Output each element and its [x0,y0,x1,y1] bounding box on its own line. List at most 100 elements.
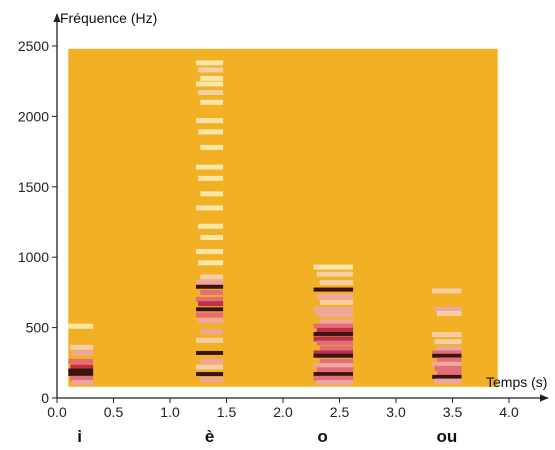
spectrogram-band [434,339,462,345]
spectrogram-bands [68,60,462,386]
spectrogram-band [319,319,354,325]
spectrogram-band [198,89,224,95]
spectrogram-band [198,175,224,181]
spectrogram-band [195,372,224,377]
spectrogram-band [198,301,224,307]
spectrogram-band [200,144,224,150]
spectrogram-band [195,81,224,87]
spectrogram-band [313,323,354,329]
vowel-label: o [317,427,327,446]
spectrogram-band [434,378,462,384]
spectrogram-band [436,357,462,363]
spectrogram-band [195,284,224,289]
spectrogram-band [313,287,354,292]
spectrogram-band [198,67,224,73]
spectrogram-band [316,327,354,333]
spectrogram-band [195,249,224,255]
spectrogram-band [432,361,462,367]
spectrogram-band [195,337,224,343]
spectrogram-band [200,191,224,197]
spectrogram-band [200,75,224,81]
spectrogram-band [72,350,94,356]
y-tick-label: 1500 [18,179,49,195]
spectrogram-band [68,323,94,329]
spectrogram-band [319,280,354,286]
spectrogram-band [198,223,224,229]
spectrogram-band [432,353,462,358]
spectrogram-band [195,364,224,370]
y-tick-labels: 0 500 1000 1500 2000 2500 [18,38,49,406]
spectrogram-band [313,363,354,369]
spectrogram-band [436,346,462,352]
spectrogram-band [200,377,224,383]
spectrogram-band [313,353,354,358]
spectrogram-band [72,380,94,386]
x-tick-label: 0.5 [104,404,124,420]
spectrogram-band [200,358,224,364]
spectrogram-band [313,350,354,356]
spectrogram-band [200,99,224,105]
spectrogram-band [313,306,354,312]
spectrogram-band [436,311,462,317]
y-tick-label: 0 [41,390,49,406]
spectrogram-band [195,164,224,170]
spectrogram-band [195,296,224,302]
spectrogram-band [195,118,224,124]
spectrogram-band [70,364,94,370]
spectrogram-band [432,332,462,338]
spectrogram-band [200,289,224,295]
spectrogram-band [198,129,224,135]
spectrogram-band [313,331,354,336]
spectrogram-band [198,260,224,266]
spectrogram-band [195,205,224,211]
vowel-labels: i è o ou [77,427,457,446]
x-tick-label: 2.5 [330,404,350,420]
spectrogram-band [316,294,354,300]
spectrogram-band [319,358,354,364]
spectrogram-band [316,340,354,346]
spectrogram-band [200,234,224,240]
spectrogram-band [432,374,462,379]
grid-ticks [52,45,510,403]
spectrogram-band [316,312,354,318]
spectrogram-band [68,372,94,377]
x-tick-label: 0.0 [47,404,67,420]
x-tick-label: 1.0 [160,404,180,420]
spectrogram-band [316,271,354,277]
spectrogram-band [319,299,354,305]
spectrogram-band [432,350,462,356]
spectrogram-band [434,306,462,312]
y-tick-label: 2000 [18,108,49,124]
spectrogram-band [195,280,224,286]
vowel-label: è [205,427,214,446]
spectrogram-band [195,60,224,66]
spectrogram-band [200,274,224,280]
y-tick-label: 2500 [18,38,49,54]
spectrogram-band [313,375,354,381]
spectrogram-band [319,346,354,352]
spectrogram-band [70,375,94,381]
spectrogram-band [195,350,224,355]
vowel-label: i [77,427,82,446]
y-tick-label: 500 [26,320,50,336]
spectrogram-band [432,288,462,294]
spectrogram-band [313,372,354,377]
spectrogram-band [68,368,94,373]
x-tick-label: 1.5 [217,404,237,420]
spectrogram-band [68,358,94,364]
spectrogram-band [434,365,462,371]
x-tick-label: 3.0 [386,404,406,420]
x-tick-label: 4.0 [499,404,519,420]
x-tick-label: 2.0 [273,404,293,420]
spectrogram-band [195,307,224,312]
spectrogram-band [200,329,224,335]
x-tick-label: 3.5 [443,404,463,420]
spectrogram-band [436,370,462,376]
x-tick-labels: 0.0 0.5 1.0 1.5 2.0 2.5 3.0 3.5 4.0 [47,404,519,420]
x-axis-title: Temps (s) [486,374,547,390]
spectrogram-band [313,336,354,342]
spectrogram-band [198,318,224,324]
spectrogram-band [313,264,354,270]
spectrogram-background [68,48,498,387]
